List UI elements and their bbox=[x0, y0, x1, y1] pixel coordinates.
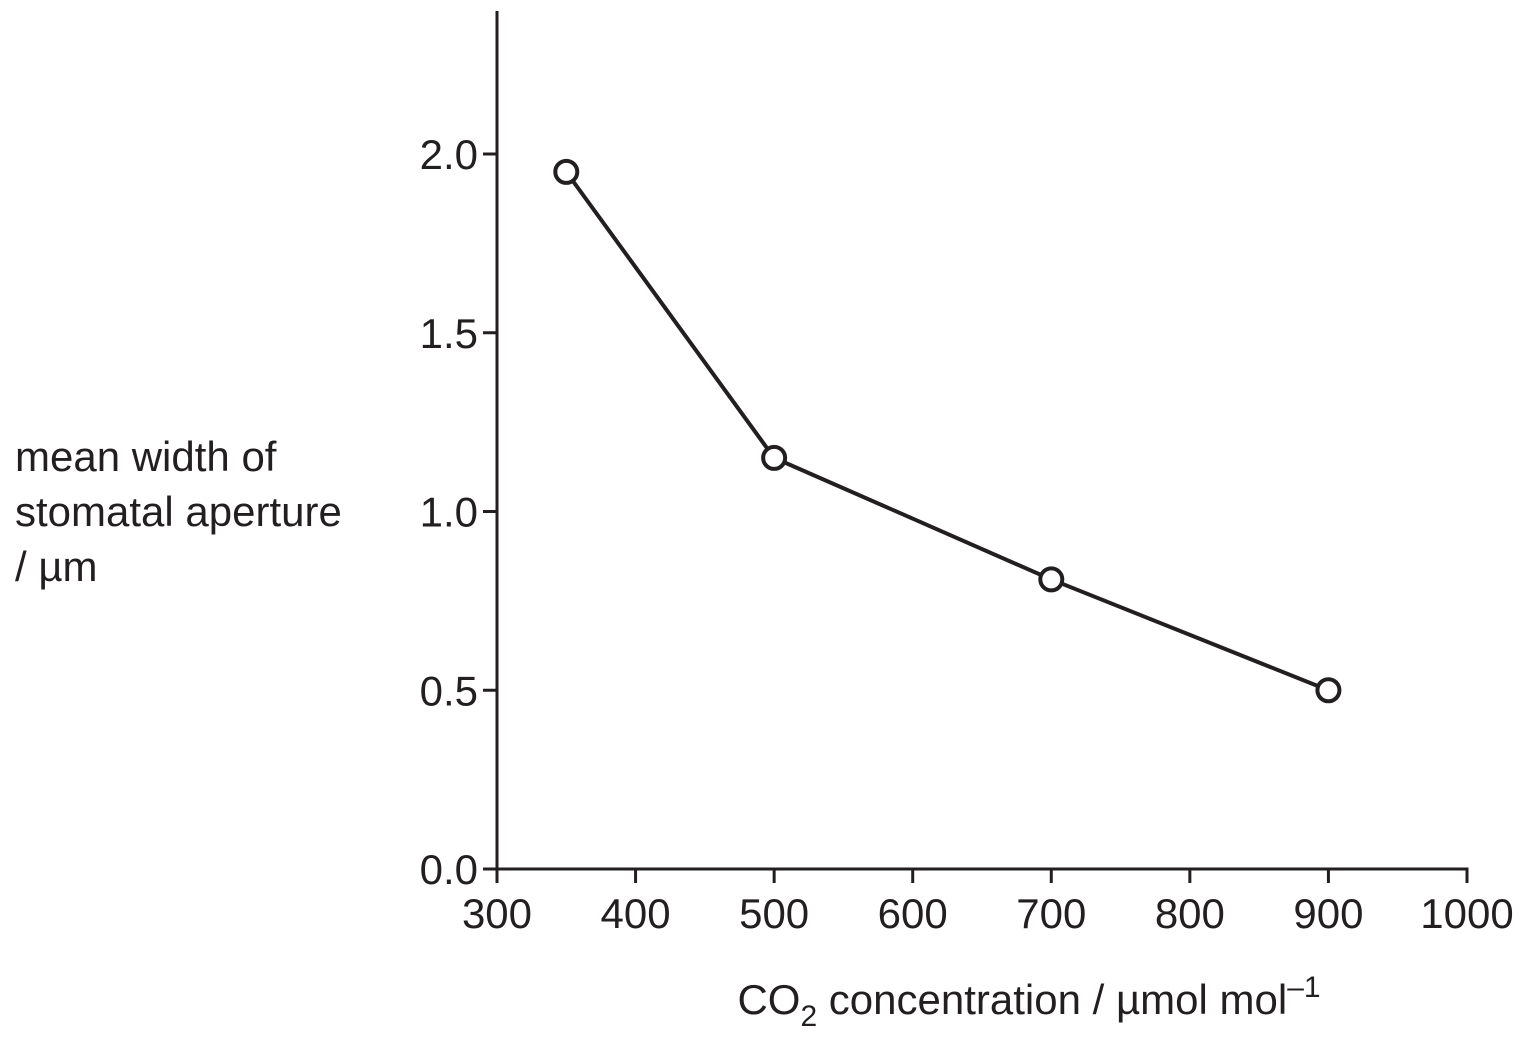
series-line bbox=[564, 170, 1330, 693]
data-point bbox=[1038, 566, 1065, 593]
x-axis-label-subscript: 2 bbox=[800, 1000, 817, 1033]
series bbox=[553, 158, 1342, 704]
y-tick-label: 2.0 bbox=[420, 131, 478, 178]
x-axis-label-superscript: –1 bbox=[1287, 971, 1320, 1004]
data-point bbox=[1315, 677, 1342, 704]
x-axis-label-middle: concentration / µmol mol bbox=[817, 976, 1287, 1023]
x-axis-label: CO2 concentration / µmol mol–1 bbox=[737, 971, 1320, 1033]
data-point bbox=[553, 158, 580, 185]
x-tick-label: 1000 bbox=[1420, 890, 1513, 937]
y-tick-label: 1.5 bbox=[420, 310, 478, 357]
y-axis-label: mean width of stomatal aperture / µm bbox=[15, 433, 342, 590]
y-tick-label: 1.0 bbox=[420, 489, 478, 536]
x-tick-label: 900 bbox=[1293, 890, 1363, 937]
x-tick-label: 700 bbox=[1016, 890, 1086, 937]
y-axis-label-line-3: / µm bbox=[15, 543, 98, 590]
x-tick-label: 600 bbox=[878, 890, 948, 937]
x-axis-label-prefix: CO bbox=[737, 976, 800, 1023]
x-tick-label: 500 bbox=[739, 890, 809, 937]
y-axis-label-line-2: stomatal aperture bbox=[15, 488, 342, 535]
data-point bbox=[761, 444, 788, 471]
x-tick-label: 300 bbox=[462, 890, 532, 937]
x-tick-label: 800 bbox=[1155, 890, 1225, 937]
y-tick-label: 0.5 bbox=[420, 667, 478, 714]
axes bbox=[495, 11, 1469, 871]
y-tick-label: 0.0 bbox=[420, 846, 478, 893]
x-tick-label: 400 bbox=[601, 890, 671, 937]
y-ticks: 0.0 0.5 1.0 1.5 2.0 bbox=[420, 131, 497, 893]
y-axis-label-line-1: mean width of bbox=[15, 433, 277, 480]
x-ticks: 300 400 500 600 700 800 900 1000 bbox=[462, 869, 1514, 937]
